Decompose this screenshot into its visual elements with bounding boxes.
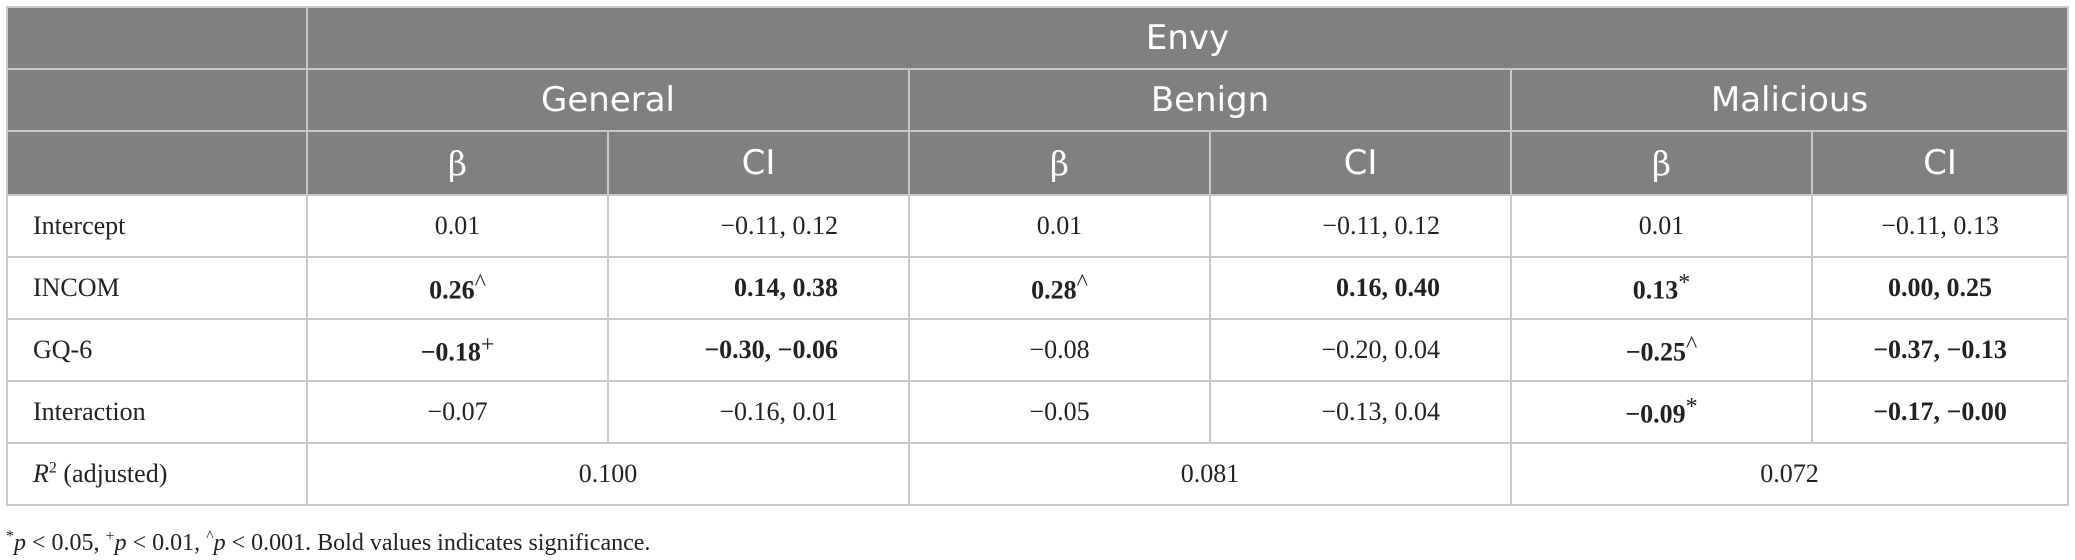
significance-mark: ^ <box>1076 270 1088 297</box>
table-cell: −0.09* <box>1510 380 1813 444</box>
header-row-stats: β CI β CI β CI <box>6 130 2070 196</box>
header-row-envy: Envy <box>6 6 2070 70</box>
significance-mark: * <box>1678 270 1691 297</box>
table-cell: 0.13* <box>1510 256 1813 320</box>
table-cell: −0.30, −0.06 <box>607 318 910 382</box>
header-beta: β <box>306 130 609 196</box>
header-group-benign: Benign <box>908 68 1512 132</box>
row-label: GQ-6 <box>6 318 308 382</box>
table-cell: 0.16, 0.40 <box>1209 256 1512 320</box>
table-cell: −0.37, −0.13 <box>1810 318 2070 382</box>
table-row: Intercept 0.01 −0.11, 0.12 0.01 −0.11, 0… <box>6 194 2070 258</box>
header-ci: CI <box>1209 130 1512 196</box>
table-cell: 0.26^ <box>306 256 609 320</box>
row-label: INCOM <box>6 256 308 320</box>
table-cell: −0.25^ <box>1510 318 1813 382</box>
table-row: GQ-6 −0.18+ −0.30, −0.06 −0.08 −0.20, 0.… <box>6 318 2070 382</box>
table-cell: −0.17, −0.00 <box>1810 380 2070 444</box>
table-cell: −0.11, 0.13 <box>1810 194 2070 258</box>
header-row-groups: General Benign Malicious <box>6 68 2070 132</box>
header-beta: β <box>1510 130 1813 196</box>
table-cell: 0.28^ <box>908 256 1211 320</box>
table-cell: −0.08 <box>908 318 1211 382</box>
table-cell: −0.07 <box>306 380 609 444</box>
significance-mark: ^ <box>474 270 486 297</box>
significance-mark: ^ <box>1686 332 1698 359</box>
table-cell: −0.16, 0.01 <box>607 380 910 444</box>
table-row-r2: R2 (adjusted) 0.100 0.081 0.072 <box>6 442 2070 506</box>
results-table: Envy General Benign Malicious β CI β CI … <box>6 6 2070 506</box>
corner-cell <box>6 130 308 196</box>
table-cell: −0.05 <box>908 380 1211 444</box>
corner-cell <box>6 68 308 132</box>
header-beta: β <box>908 130 1211 196</box>
table-cell: −0.20, 0.04 <box>1209 318 1512 382</box>
table-wrapper: Envy General Benign Malicious β CI β CI … <box>6 6 2070 506</box>
footnote: *p < 0.05, +p < 0.01, ^p < 0.001. Bold v… <box>6 528 651 556</box>
header-group-malicious: Malicious <box>1509 68 2070 132</box>
row-label: Interaction <box>6 380 308 444</box>
header-envy: Envy <box>305 6 2070 70</box>
table-row: Interaction −0.07 −0.16, 0.01 −0.05 −0.1… <box>6 380 2070 444</box>
table-cell: 0.01 <box>306 194 609 258</box>
table-cell: 0.00, 0.25 <box>1810 256 2070 320</box>
table-cell: −0.13, 0.04 <box>1209 380 1512 444</box>
table-cell: 0.01 <box>908 194 1211 258</box>
corner-cell <box>6 6 308 70</box>
significance-mark: + <box>480 332 495 359</box>
row-label: R2 (adjusted) <box>6 442 308 506</box>
row-label: Intercept <box>6 194 308 258</box>
r2-value: 0.081 <box>908 442 1512 506</box>
header-group-general: General <box>306 68 910 132</box>
significance-mark: * <box>1685 394 1698 421</box>
table-cell: 0.14, 0.38 <box>607 256 910 320</box>
header-ci: CI <box>607 130 910 196</box>
table-cell: −0.11, 0.12 <box>607 194 910 258</box>
table-cell: −0.11, 0.12 <box>1209 194 1512 258</box>
table-row: INCOM 0.26^ 0.14, 0.38 0.28^ 0.16, 0.40 … <box>6 256 2070 320</box>
table-cell: −0.18+ <box>306 318 609 382</box>
table-cell: 0.01 <box>1510 194 1813 258</box>
header-ci: CI <box>1810 130 2070 196</box>
r2-value: 0.072 <box>1509 442 2070 506</box>
r2-value: 0.100 <box>306 442 910 506</box>
